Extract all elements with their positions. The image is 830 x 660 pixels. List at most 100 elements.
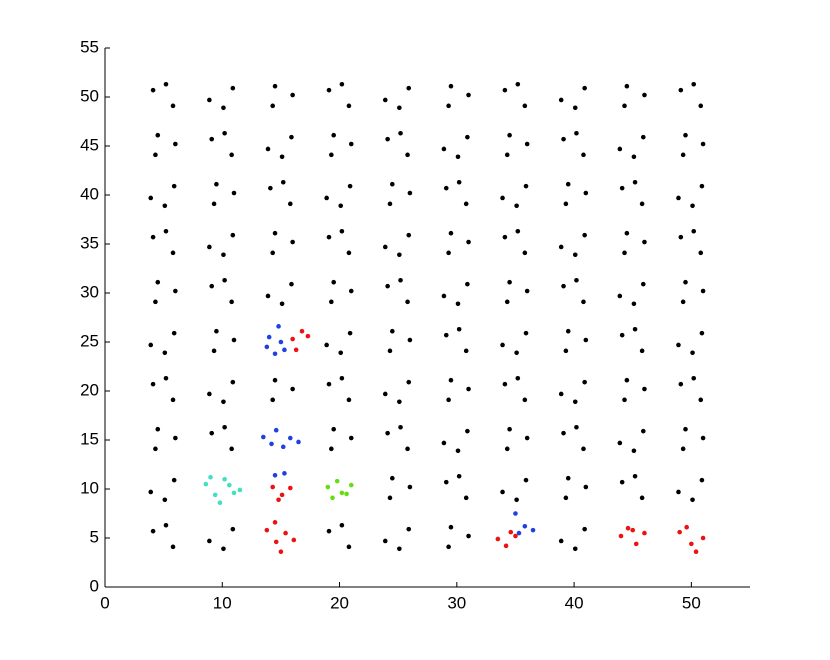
point — [150, 234, 156, 240]
point — [407, 484, 413, 490]
point — [441, 146, 447, 152]
point — [153, 446, 158, 452]
point — [170, 544, 176, 550]
point — [339, 228, 345, 234]
point — [700, 435, 706, 441]
point — [287, 201, 293, 207]
point — [385, 430, 390, 436]
point — [272, 377, 278, 383]
point — [446, 397, 451, 403]
point — [265, 293, 271, 299]
point — [500, 195, 505, 201]
point — [155, 279, 161, 285]
point — [170, 103, 176, 109]
point — [514, 350, 519, 356]
point — [155, 132, 161, 138]
point — [581, 446, 586, 452]
point — [581, 152, 586, 158]
point — [203, 481, 209, 487]
point — [339, 375, 345, 381]
point — [524, 435, 530, 441]
point — [229, 299, 234, 305]
point — [282, 347, 287, 353]
point — [347, 330, 353, 336]
point — [162, 497, 168, 503]
point — [290, 239, 295, 245]
point — [642, 530, 647, 536]
point — [640, 134, 646, 140]
point — [398, 130, 403, 136]
point — [508, 529, 514, 535]
point — [699, 477, 705, 483]
point — [582, 232, 587, 238]
point — [446, 250, 451, 256]
point — [455, 301, 461, 307]
y-tick-label: 40 — [80, 184, 99, 203]
point — [565, 181, 571, 187]
point — [153, 152, 158, 158]
point — [278, 549, 284, 555]
point — [446, 103, 451, 109]
point — [572, 399, 578, 405]
point — [683, 132, 688, 138]
point — [229, 152, 234, 158]
point — [346, 397, 352, 403]
point — [264, 527, 270, 533]
point — [208, 474, 213, 480]
point — [382, 538, 388, 544]
point — [565, 328, 571, 334]
point — [677, 529, 682, 535]
point — [329, 446, 334, 452]
point — [700, 535, 706, 541]
point — [398, 277, 403, 283]
point — [346, 103, 352, 109]
point — [619, 479, 625, 485]
y-tick-label: 10 — [80, 478, 99, 497]
y-tick-label: 50 — [80, 86, 99, 105]
point — [334, 478, 340, 484]
point — [150, 528, 156, 534]
point — [279, 492, 285, 498]
point — [563, 348, 569, 354]
point — [162, 203, 168, 209]
point — [698, 103, 704, 109]
point — [209, 430, 215, 436]
point — [230, 85, 236, 91]
point — [617, 440, 623, 446]
point — [523, 183, 529, 189]
point — [522, 250, 528, 256]
point — [325, 484, 331, 490]
point — [397, 252, 402, 258]
point — [231, 190, 237, 196]
point — [148, 489, 154, 495]
point — [264, 344, 270, 350]
point — [699, 330, 705, 336]
point — [507, 279, 512, 285]
point — [689, 541, 694, 547]
point — [630, 527, 636, 533]
point — [514, 497, 519, 503]
point — [162, 350, 168, 356]
point — [676, 489, 681, 495]
point — [163, 375, 169, 381]
point — [583, 337, 589, 343]
point — [625, 525, 631, 531]
point — [269, 441, 274, 447]
point — [390, 475, 395, 481]
point — [582, 526, 587, 532]
point — [690, 203, 695, 209]
point — [385, 283, 390, 289]
point — [680, 299, 686, 305]
point — [582, 379, 587, 385]
point — [691, 228, 697, 234]
x-tick-label: 0 — [100, 593, 109, 612]
point — [339, 490, 345, 496]
point — [698, 250, 704, 256]
point — [339, 81, 345, 87]
point — [463, 201, 469, 207]
point — [583, 190, 589, 196]
point — [290, 336, 295, 342]
point — [222, 476, 227, 482]
point — [173, 288, 178, 294]
point — [280, 444, 286, 450]
